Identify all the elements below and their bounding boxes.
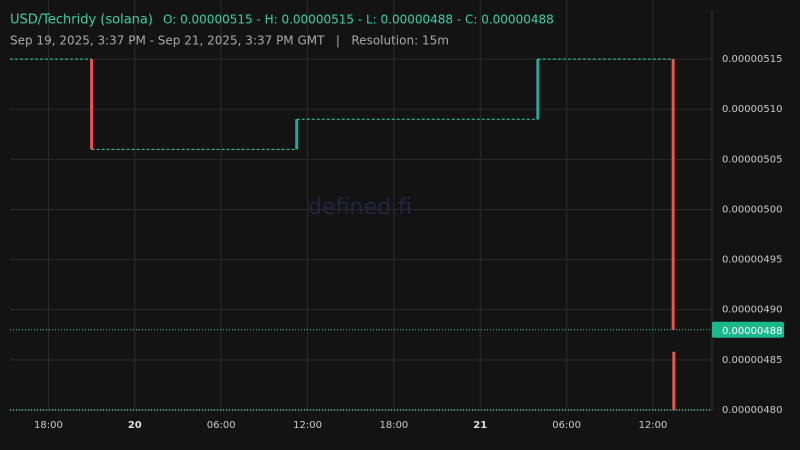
y-tick-label: 0.00000505 [722,154,782,165]
candle-body [536,59,540,120]
candle-body [672,351,676,410]
chart-title: USD/Techridy (solana) [10,13,153,28]
y-tick-label: 0.00000515 [722,54,782,65]
x-tick-label: 06:00 [207,420,236,431]
x-tick-label: 18:00 [379,420,408,431]
y-tick-label: 0.00000500 [722,204,782,215]
x-tick-label: 06:00 [552,420,581,431]
ohlc-text: O: 0.00000515 - H: 0.00000515 - L: 0.000… [163,13,554,27]
x-tick-label: 18:00 [34,420,63,431]
grid [10,0,712,411]
x-tick-label: 12:00 [293,420,322,431]
subtitle: Sep 19, 2025, 3:37 PM - Sep 21, 2025, 3:… [10,34,449,48]
x-tick-label: 12:00 [639,420,668,431]
candle-body [295,119,299,150]
y-tick-label: 0.00000495 [722,255,782,266]
watermark: defined.fi [308,195,412,220]
y-tick-label: 0.00000510 [722,104,782,115]
y-tick-label: 0.00000480 [722,405,782,416]
y-tick-label: 0.00000485 [722,355,782,366]
candle-body [671,59,675,330]
x-tick-label: 20 [128,420,142,431]
y-tick-label: 0.00000490 [722,305,782,316]
last-price-label: 0.00000488 [722,326,782,337]
candle-body [90,59,94,150]
x-tick-label: 21 [473,420,487,431]
last-price-badge [712,321,784,338]
